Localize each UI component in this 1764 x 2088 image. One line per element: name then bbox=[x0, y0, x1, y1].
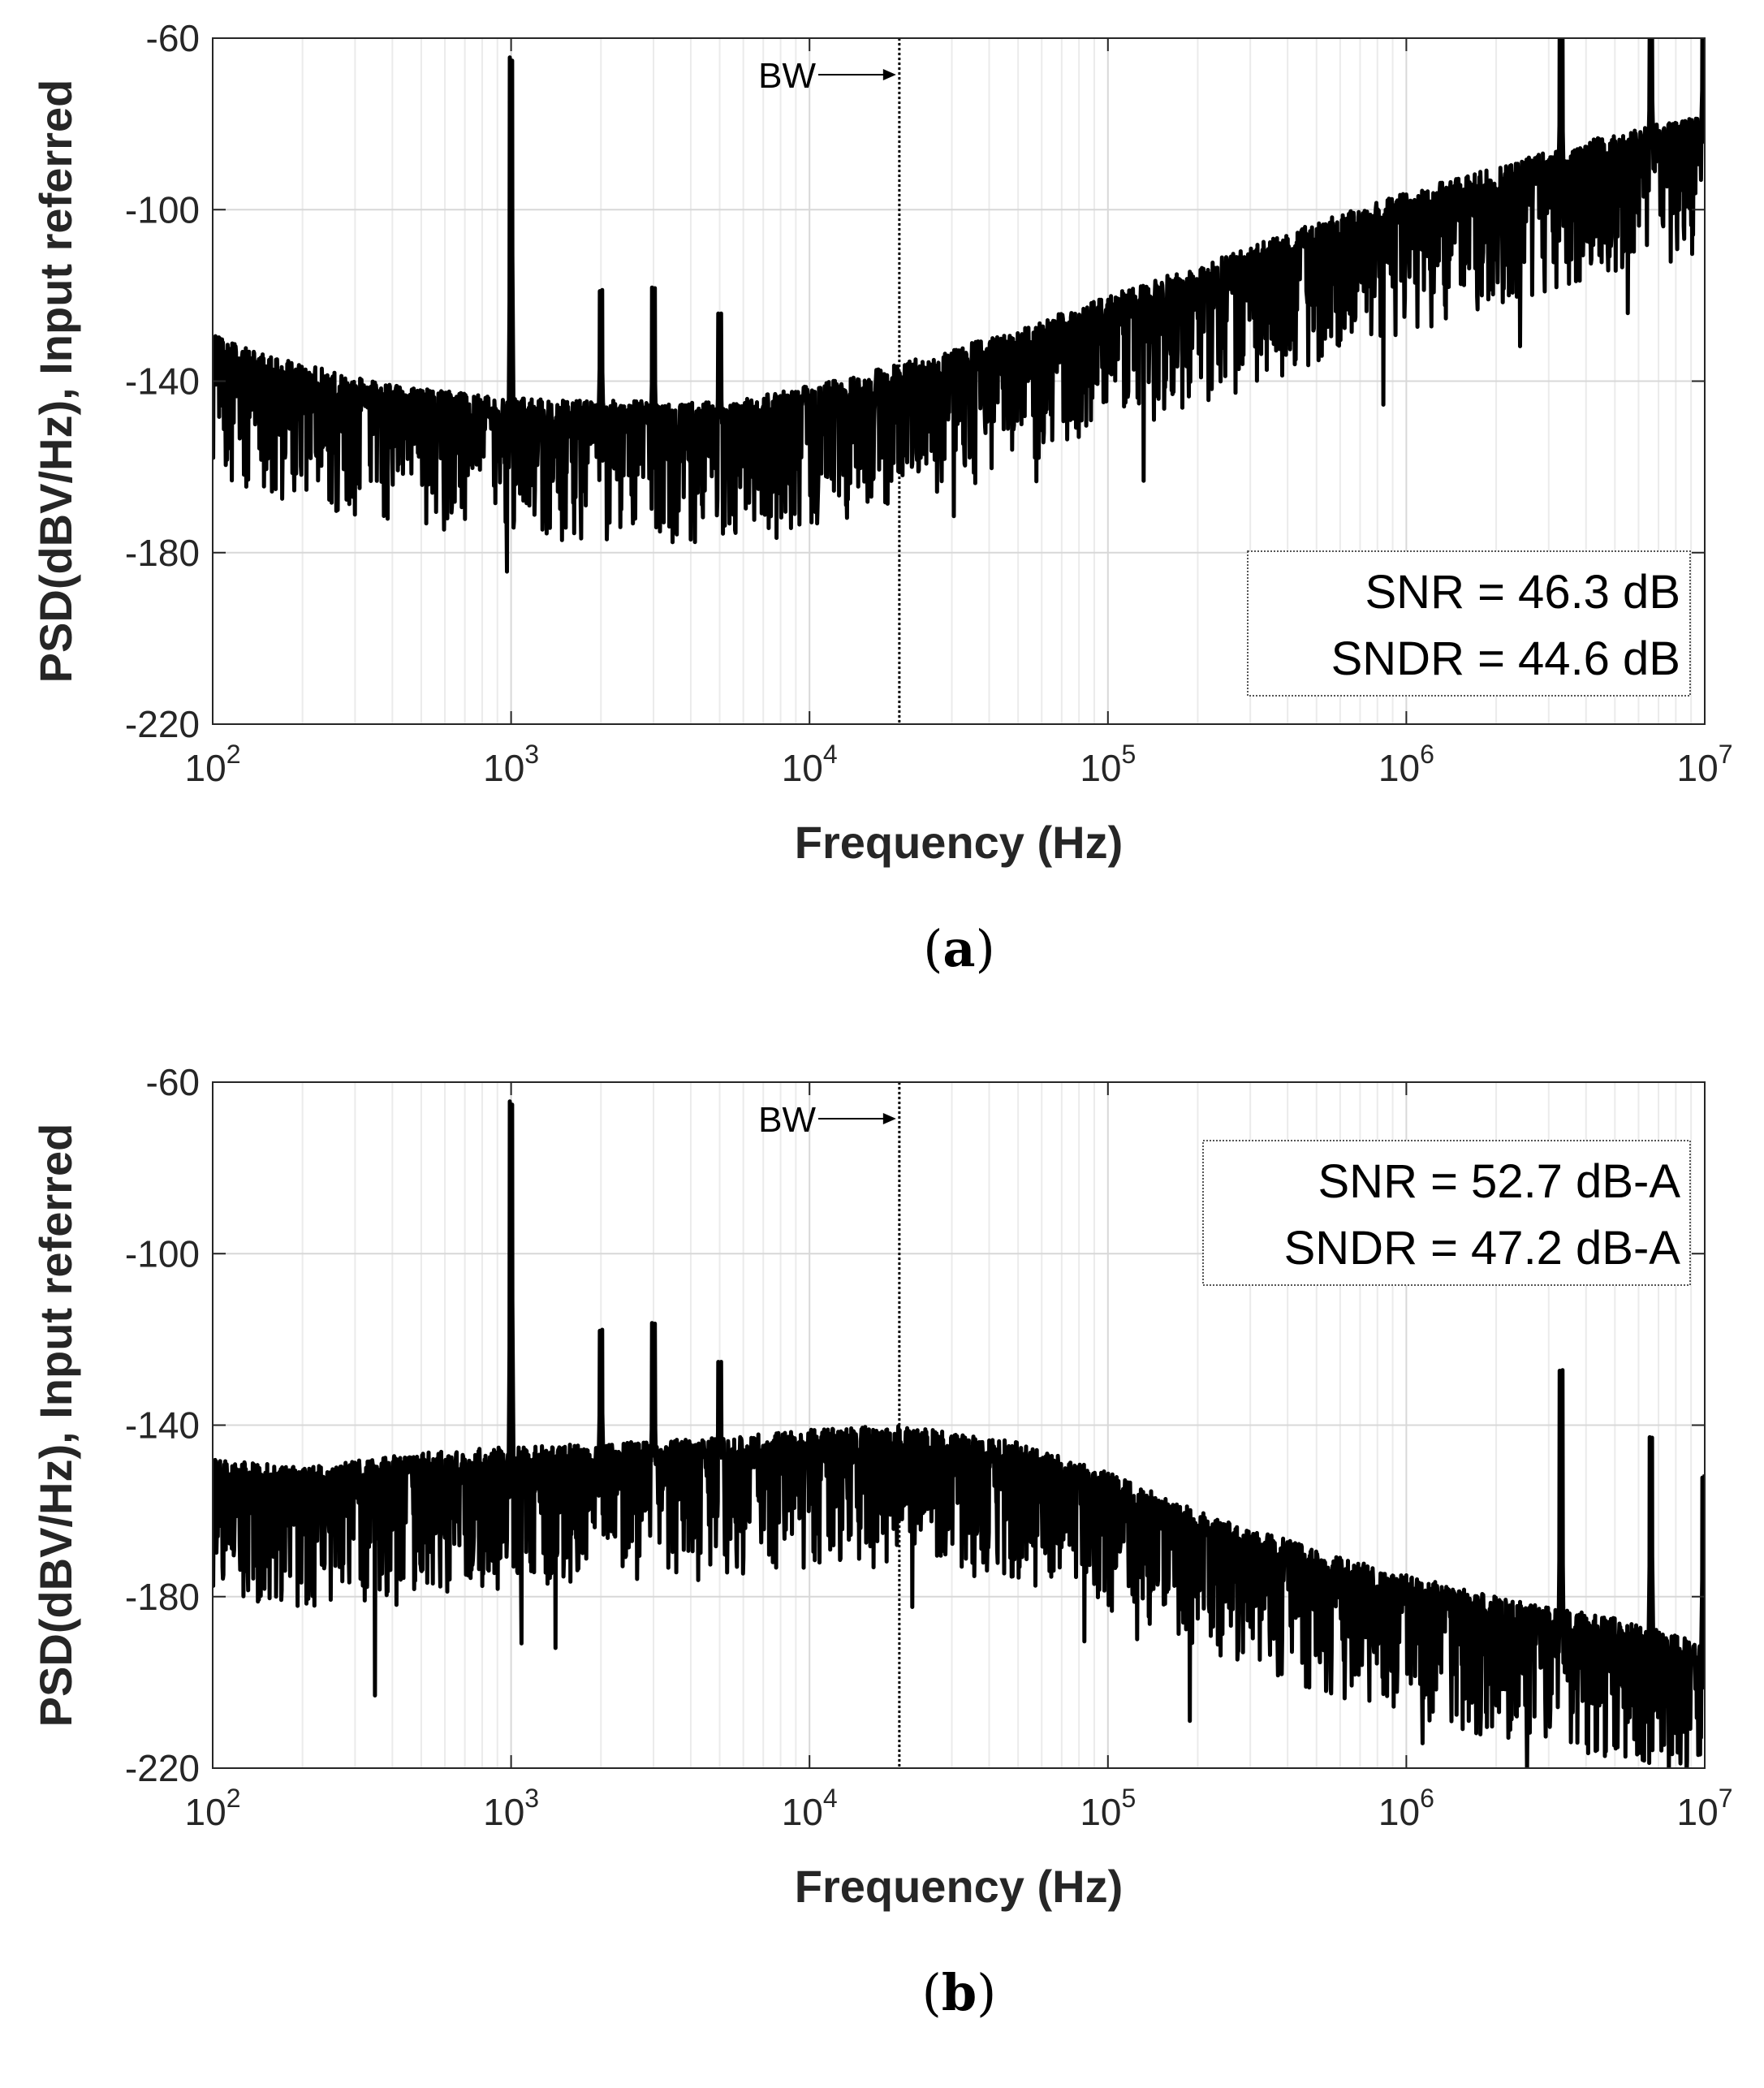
y-tick-label: -60 bbox=[146, 1061, 200, 1103]
x-tick-label: 103 bbox=[483, 740, 539, 789]
psd-trace bbox=[213, 38, 1705, 574]
x-tick-exponent: 4 bbox=[823, 1784, 838, 1813]
x-tick-base: 10 bbox=[782, 747, 823, 789]
x-tick-label: 107 bbox=[1677, 740, 1733, 789]
y-tick-label: -180 bbox=[125, 1576, 200, 1618]
snr-value: SNR = 46.3 dB bbox=[1365, 566, 1681, 619]
x-tick-label: 106 bbox=[1378, 740, 1434, 789]
caption-open: ( bbox=[923, 919, 942, 978]
x-tick-exponent: 6 bbox=[1420, 740, 1434, 769]
x-axis-label: Frequency (Hz) bbox=[795, 1861, 1124, 1912]
x-tick-base: 10 bbox=[185, 1791, 226, 1833]
x-tick-base: 10 bbox=[1677, 747, 1719, 789]
x-tick-base: 10 bbox=[483, 1791, 524, 1833]
y-tick-label: -140 bbox=[125, 1404, 200, 1447]
figure-panel-b: BW -60 -100 -140 -180 -220 102 103 104 105 106 107 F… bbox=[0, 1044, 1764, 2088]
x-tick-label: 103 bbox=[483, 1784, 539, 1833]
caption-close: ) bbox=[977, 1963, 996, 2022]
x-tick-base: 10 bbox=[185, 747, 226, 789]
x-tick-exponent: 7 bbox=[1719, 740, 1733, 769]
x-tick-exponent: 2 bbox=[226, 1784, 241, 1813]
snr-value: SNR = 52.7 dB-A bbox=[1318, 1155, 1681, 1208]
x-tick-label: 104 bbox=[782, 1784, 838, 1833]
psd-trace bbox=[213, 1099, 1705, 1768]
x-tick-label: 105 bbox=[1080, 740, 1136, 789]
sndr-value: SNDR = 44.6 dB bbox=[1331, 632, 1680, 685]
figure-panel-a: BW -60 -100 -140 -180 -220 102 103 104 105 106 107 F… bbox=[30, 17, 1733, 978]
x-tick-base: 10 bbox=[1378, 1791, 1420, 1833]
x-tick-base: 10 bbox=[1080, 1791, 1121, 1833]
x-axis-label: Frequency (Hz) bbox=[795, 817, 1124, 868]
caption-close: ) bbox=[976, 919, 995, 978]
y-tick-label: -100 bbox=[125, 1232, 200, 1275]
caption-open: ( bbox=[922, 1963, 942, 2022]
x-tick-label: 107 bbox=[1677, 1784, 1733, 1833]
x-tick-exponent: 6 bbox=[1420, 1784, 1434, 1813]
sndr-value: SNDR = 47.2 dB-A bbox=[1284, 1222, 1681, 1275]
caption-letter: b bbox=[942, 1963, 977, 2022]
x-tick-exponent: 7 bbox=[1719, 1784, 1733, 1813]
caption-letter: a bbox=[942, 919, 975, 978]
x-tick-label: 102 bbox=[185, 740, 241, 789]
bw-arrowhead bbox=[882, 1113, 896, 1124]
x-tick-exponent: 5 bbox=[1121, 740, 1136, 769]
bw-label: BW bbox=[758, 1100, 816, 1140]
x-tick-base: 10 bbox=[1378, 747, 1420, 789]
x-tick-base: 10 bbox=[1677, 1791, 1719, 1833]
x-tick-base: 10 bbox=[1080, 747, 1121, 789]
x-tick-exponent: 2 bbox=[226, 740, 241, 769]
y-tick-label: -60 bbox=[146, 17, 200, 59]
x-tick-label: 106 bbox=[1378, 1784, 1434, 1833]
x-tick-label: 105 bbox=[1080, 1784, 1136, 1833]
stats-box bbox=[1247, 550, 1691, 697]
x-tick-base: 10 bbox=[483, 747, 524, 789]
panel-caption: (a) bbox=[923, 919, 995, 978]
x-tick-exponent: 3 bbox=[524, 1784, 539, 1813]
x-tick-exponent: 3 bbox=[524, 740, 539, 769]
bw-arrowhead bbox=[882, 69, 896, 80]
x-tick-exponent: 4 bbox=[823, 740, 838, 769]
x-tick-base: 10 bbox=[782, 1791, 823, 1833]
panel-caption: (b) bbox=[922, 1963, 997, 2022]
x-tick-label: 102 bbox=[185, 1784, 241, 1833]
y-tick-label: -140 bbox=[125, 360, 200, 403]
y-tick-label: -180 bbox=[125, 532, 200, 574]
y-tick-label: -100 bbox=[125, 188, 200, 231]
y-tick-label: -220 bbox=[125, 703, 200, 745]
y-tick-label: -220 bbox=[125, 1747, 200, 1789]
x-tick-exponent: 5 bbox=[1121, 1784, 1136, 1813]
x-tick-label: 104 bbox=[782, 740, 838, 789]
y-axis-label: PSD(dBV/Hz), Input referred bbox=[30, 80, 81, 684]
stats-box bbox=[1202, 1140, 1691, 1286]
bw-label: BW bbox=[758, 56, 816, 96]
y-axis-label: PSD(dBV/Hz), Input referred bbox=[30, 1124, 81, 1728]
